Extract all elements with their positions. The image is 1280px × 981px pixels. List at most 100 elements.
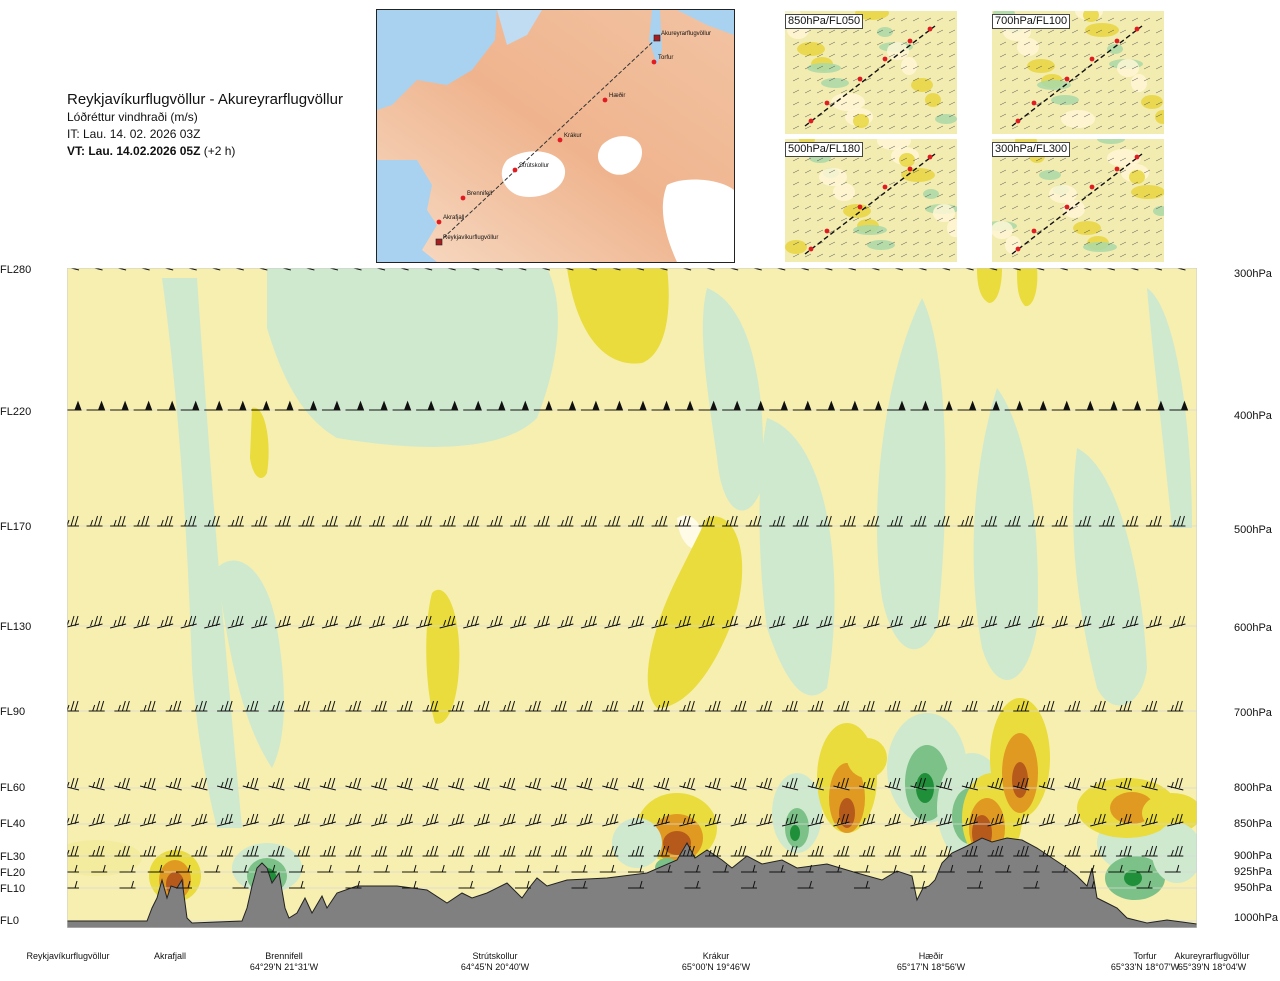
wind-barb — [741, 880, 757, 889]
fl-label: FL40 — [0, 818, 26, 830]
wind-barb — [396, 845, 413, 857]
wind-barb — [987, 700, 1004, 712]
wind-barb — [730, 813, 747, 827]
wind-barb — [133, 515, 150, 527]
wind-barb — [653, 700, 670, 712]
wind-barb — [1064, 700, 1081, 712]
wind-barb — [1098, 400, 1118, 411]
wind-barb — [825, 864, 842, 873]
wind-barb — [180, 400, 200, 411]
wind-barb — [550, 777, 568, 791]
wind-barb — [910, 700, 927, 712]
waypoint-name: Reykjavíkurflugvöllur — [26, 951, 110, 961]
wind-barb — [294, 845, 311, 857]
wind-barb — [934, 515, 951, 527]
waypoint-marker — [1031, 100, 1037, 106]
route-line — [804, 25, 936, 127]
wind-barb — [463, 515, 480, 527]
wind-barb — [807, 845, 824, 857]
thumbnail-700hpa[interactable]: 700hPa/FL100 — [992, 11, 1164, 134]
wind-barb — [1051, 864, 1068, 873]
fl-label: FL60 — [0, 782, 26, 794]
wind-barb — [268, 813, 285, 827]
wind-barb — [1004, 615, 1021, 629]
wind-barb — [550, 845, 567, 857]
wind-barb — [957, 615, 974, 629]
wind-barb — [525, 777, 542, 791]
wind-barb — [859, 845, 876, 857]
thumbnail-300hpa[interactable]: 300hPa/FL300 — [992, 139, 1164, 262]
wind-barb — [499, 700, 516, 712]
map-place-label: Akrafjall — [443, 215, 464, 221]
wind-barb — [216, 813, 234, 827]
wind-barb — [165, 777, 182, 791]
wind-barb — [1023, 864, 1040, 873]
waypoint-marker — [602, 97, 608, 103]
map-place-label: Brennifell — [467, 191, 492, 197]
wind-barb — [833, 700, 850, 712]
wind-barb — [176, 864, 192, 873]
wind-barb — [1004, 515, 1021, 527]
wind-barb — [651, 615, 668, 629]
wind-barb — [745, 515, 762, 527]
wind-barb — [1075, 400, 1095, 411]
wind-barb — [938, 864, 955, 873]
wind-barb — [1075, 515, 1092, 527]
wind-barb — [910, 400, 930, 411]
wind-barb — [674, 615, 692, 629]
wind-barb — [1136, 864, 1153, 873]
wind-barb — [599, 864, 616, 873]
wind-barb — [232, 864, 249, 873]
wind-barb — [91, 864, 108, 873]
thumbnail-500hpa[interactable]: 500hPa/FL180 — [785, 139, 957, 262]
wind-barb — [961, 700, 978, 712]
wind-barb — [580, 515, 597, 527]
map-place-label: Krákur — [564, 133, 582, 139]
waypoint-coord: 65°39'N 18°04'W — [1177, 962, 1247, 972]
waypoint-marker — [882, 184, 888, 190]
wind-barb — [371, 700, 388, 712]
wind-barb — [114, 813, 131, 827]
wind-barb — [1023, 880, 1040, 889]
wind-barb — [140, 845, 157, 857]
wind-barb — [345, 615, 362, 629]
wind-barb — [396, 777, 413, 791]
wind-barb — [321, 400, 341, 411]
wind-barb — [473, 777, 491, 791]
wind-barb — [580, 615, 598, 629]
wind-barb — [756, 700, 773, 712]
thumbnail-850hpa[interactable]: 850hPa/FL050 — [785, 11, 957, 134]
wind-barb — [1090, 845, 1107, 857]
wind-barb — [1038, 700, 1055, 712]
wind-barb — [627, 615, 645, 629]
wind-barb — [679, 813, 696, 827]
wind-barb — [88, 813, 105, 827]
waypoint-marker — [907, 38, 913, 44]
wind-barb — [769, 515, 786, 527]
wind-barb — [1115, 813, 1133, 827]
thumbnail-label: 300hPa/FL300 — [992, 142, 1071, 157]
wind-barb — [268, 700, 285, 712]
wind-barb — [499, 845, 516, 857]
wind-barb — [1080, 880, 1096, 889]
route-map[interactable]: Akureyrarflugvöllur Torfur Hæðir Krákur Strú… — [376, 9, 735, 263]
wind-barb — [1122, 400, 1142, 411]
wind-barb — [910, 515, 927, 527]
wind-barb — [430, 864, 447, 873]
wind-barb — [345, 515, 362, 527]
waypoint-name: Krákur — [702, 951, 730, 961]
wind-barb — [543, 864, 560, 873]
wind-barb — [651, 515, 668, 527]
wind-barb — [260, 864, 277, 873]
wind-barb — [242, 777, 259, 791]
wind-barb — [1038, 813, 1056, 827]
waypoint-marker — [808, 246, 814, 252]
wind-barb — [321, 515, 338, 527]
wind-barb — [792, 515, 809, 527]
wind-barb — [1080, 864, 1096, 873]
cross-section-plot — [52, 258, 1202, 929]
wind-barb — [859, 777, 876, 791]
wind-barb — [839, 515, 856, 527]
sea-northeast — [677, 10, 734, 35]
wind-barb — [227, 515, 244, 527]
